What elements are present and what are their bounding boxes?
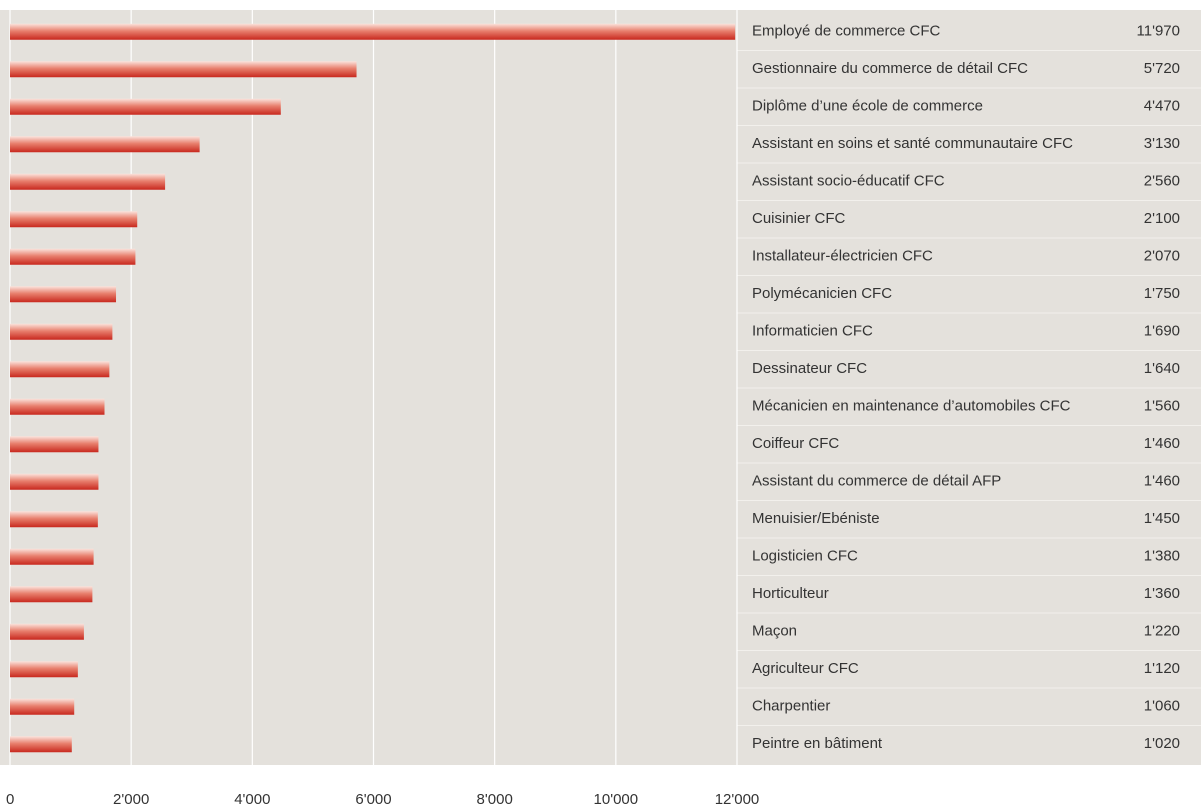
category-label: Employé de commerce CFC [752,23,941,40]
value-label: 11'970 [1137,23,1180,40]
value-label: 1'060 [1144,698,1180,715]
value-label: 1'640 [1144,360,1180,377]
category-label: Mécanicien en maintenance d’automobiles … [752,398,1071,415]
bar [10,61,357,78]
x-tick-label: 8'000 [477,791,513,808]
bar [10,511,98,528]
category-label: Charpentier [752,698,830,715]
category-label: Dessinateur CFC [752,360,867,377]
category-label: Peintre en bâtiment [752,735,883,752]
value-label: 1'690 [1144,323,1180,340]
category-label: Assistant du commerce de détail AFP [752,473,1001,490]
category-label: Menuisier/Ebéniste [752,510,880,527]
bar [10,248,136,265]
category-label: Assistant socio-éducatif CFC [752,173,945,190]
x-tick-label: 0 [6,791,14,808]
category-label: Gestionnaire du commerce de détail CFC [752,60,1028,77]
x-tick-label: 12'000 [715,791,760,808]
category-label: Diplôme d’une école de commerce [752,98,983,115]
bar [10,586,93,603]
bar [10,548,94,565]
value-label: 1'220 [1144,623,1180,640]
bar [10,661,78,678]
bar [10,136,200,153]
category-label: Cuisinier CFC [752,210,846,227]
category-label: Coiffeur CFC [752,435,839,452]
value-label: 2'070 [1144,248,1180,265]
bar [10,286,117,303]
bar [10,698,75,715]
bar [10,323,113,340]
bar [10,23,736,40]
bar [10,173,166,190]
value-label: 1'450 [1144,510,1180,527]
x-tick-label: 10'000 [594,791,639,808]
value-label: 1'460 [1144,435,1180,452]
value-label: 1'020 [1144,735,1180,752]
value-label: 4'470 [1144,98,1180,115]
bar [10,736,72,753]
value-label: 5'720 [1144,60,1180,77]
category-label: Horticulteur [752,585,829,602]
value-label: 3'130 [1144,135,1180,152]
bar [10,211,138,228]
x-tick-label: 2'000 [113,791,149,808]
value-label: 1'460 [1144,473,1180,490]
category-label: Logisticien CFC [752,548,858,565]
value-label: 1'560 [1144,398,1180,415]
value-label: 2'100 [1144,210,1180,227]
value-label: 1'360 [1144,585,1180,602]
bar [10,98,281,115]
value-label: 1'750 [1144,285,1180,302]
bar [10,436,99,453]
value-label: 2'560 [1144,173,1180,190]
value-label: 1'380 [1144,548,1180,565]
bar [10,398,105,415]
x-tick-label: 6'000 [355,791,391,808]
category-label: Maçon [752,623,797,640]
bar [10,623,84,640]
category-label: Agriculteur CFC [752,660,859,677]
category-label: Informaticien CFC [752,323,873,340]
x-tick-label: 4'000 [234,791,270,808]
category-label: Polymécanicien CFC [752,285,892,302]
bar [10,473,99,490]
value-label: 1'120 [1144,660,1180,677]
bar [10,361,110,378]
category-label: Installateur-électricien CFC [752,248,933,265]
category-label: Assistant en soins et santé communautair… [752,135,1073,152]
